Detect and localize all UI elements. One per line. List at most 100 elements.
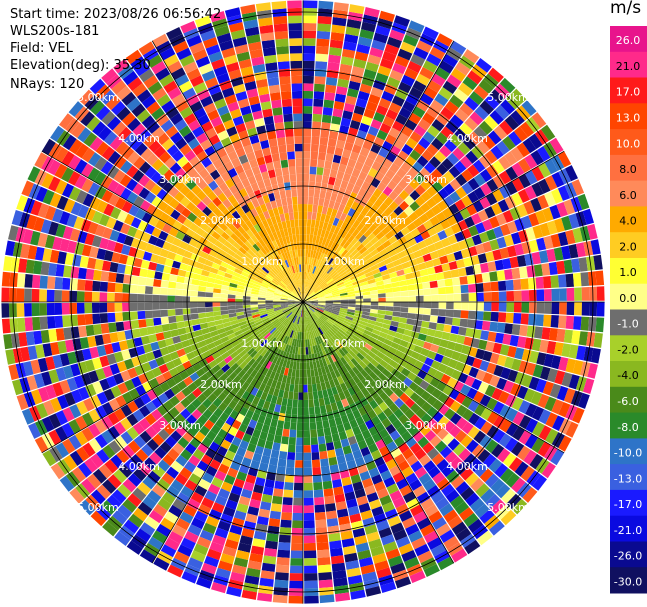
range-gate-cell <box>538 162 551 178</box>
range-gate-cell <box>223 321 232 328</box>
range-gate-cell <box>222 396 233 406</box>
range-gate-cell <box>397 178 409 190</box>
range-gate-cell <box>413 276 423 284</box>
range-gate-cell <box>80 111 95 127</box>
range-gate-cell <box>280 261 286 270</box>
range-gate-cell <box>450 456 463 470</box>
range-gate-cell <box>258 238 266 248</box>
range-gate-cell <box>84 359 95 372</box>
range-gate-cell <box>496 140 510 155</box>
range-gate-cell <box>465 472 479 487</box>
range-gate-cell <box>468 412 481 426</box>
range-gate-cell <box>197 302 206 308</box>
range-gate-cell <box>161 272 171 281</box>
range-gate-cell <box>377 65 392 77</box>
range-gate-cell <box>473 391 485 404</box>
range-gate-cell <box>453 302 462 310</box>
range-gate-cell <box>269 354 276 363</box>
range-gate-cell <box>99 237 110 250</box>
range-gate-cell <box>395 88 409 100</box>
range-gate-cell <box>165 106 179 119</box>
range-gate-cell <box>63 327 73 340</box>
range-gate-cell <box>251 198 260 208</box>
range-gate-cell <box>511 162 525 177</box>
range-gate-cell <box>281 307 290 312</box>
range-gate-cell <box>113 421 127 435</box>
range-gate-cell <box>272 257 279 266</box>
range-gate-cell <box>205 297 213 302</box>
range-gate-cell <box>260 247 268 256</box>
range-gate-cell <box>146 389 158 401</box>
range-gate-cell <box>303 309 305 318</box>
range-gate-cell <box>312 235 317 243</box>
range-gate-cell <box>486 425 499 439</box>
range-gate-cell <box>369 47 384 58</box>
range-gate-cell <box>331 335 339 343</box>
range-gate-cell <box>170 460 184 473</box>
range-gate-cell <box>309 265 313 273</box>
range-gate-cell <box>156 523 172 538</box>
range-gate-cell <box>303 362 307 370</box>
range-gate-cell <box>324 214 331 223</box>
range-gate-cell <box>294 475 303 483</box>
range-gate-cell <box>229 245 239 254</box>
range-gate-cell <box>572 360 584 375</box>
range-gate-cell <box>334 416 343 426</box>
range-gate-cell <box>376 260 386 268</box>
range-gate-cell <box>183 376 194 387</box>
range-gate-cell <box>174 137 188 150</box>
range-gate-cell <box>160 544 177 558</box>
range-gate-cell <box>316 352 322 361</box>
range-gate-cell <box>174 551 190 564</box>
range-gate-cell <box>185 201 197 212</box>
range-gate-cell <box>274 289 283 294</box>
range-gate-cell <box>288 304 297 309</box>
range-gate-cell <box>153 145 167 158</box>
range-gate-cell <box>291 306 298 313</box>
range-gate-cell <box>322 373 329 382</box>
range-gate-cell <box>242 305 251 309</box>
range-gate-cell <box>219 412 230 423</box>
range-gate-cell <box>508 131 522 146</box>
range-gate-cell <box>266 290 275 295</box>
range-gate-cell <box>310 227 315 235</box>
range-gate-cell <box>341 398 349 408</box>
range-gate-cell <box>313 275 318 283</box>
range-gate-cell <box>94 419 107 434</box>
range-gate-cell <box>430 99 444 113</box>
range-gate-cell <box>168 531 184 544</box>
range-gate-cell <box>351 168 361 178</box>
range-gate-cell <box>293 242 298 250</box>
range-gate-cell <box>443 183 455 195</box>
range-gate-cell <box>274 480 285 490</box>
range-gate-cell <box>209 541 224 553</box>
range-gate-cell <box>175 168 187 180</box>
range-gate-cell <box>304 558 317 566</box>
range-gate-cell <box>377 411 388 422</box>
range-gate-cell <box>308 257 313 266</box>
range-gate-cell <box>244 575 260 585</box>
range-gate-cell <box>353 355 362 364</box>
range-gate-cell <box>310 297 318 300</box>
range-gate-cell <box>413 47 429 60</box>
range-gate-cell <box>322 420 330 429</box>
range-gate-cell <box>303 527 316 536</box>
range-gate-cell <box>400 226 411 236</box>
range-gate-cell <box>370 302 379 306</box>
range-gate-cell <box>271 318 279 325</box>
range-gate-cell <box>145 401 157 413</box>
range-gate-cell <box>290 414 298 423</box>
range-gate-cell <box>235 181 245 191</box>
range-gate-cell <box>253 530 267 541</box>
range-gate-cell <box>507 369 519 383</box>
range-gate-cell <box>346 285 354 291</box>
range-gate-cell <box>550 449 565 466</box>
range-gate-cell <box>295 151 303 159</box>
range-gate-cell <box>52 236 63 251</box>
range-gate-cell <box>306 324 310 332</box>
range-gate-cell <box>337 367 345 376</box>
range-gate-cell <box>204 555 220 568</box>
colorbar-tick-label: 10.0 <box>616 137 641 150</box>
range-gate-cell <box>198 359 209 368</box>
range-gate-cell <box>325 77 338 86</box>
